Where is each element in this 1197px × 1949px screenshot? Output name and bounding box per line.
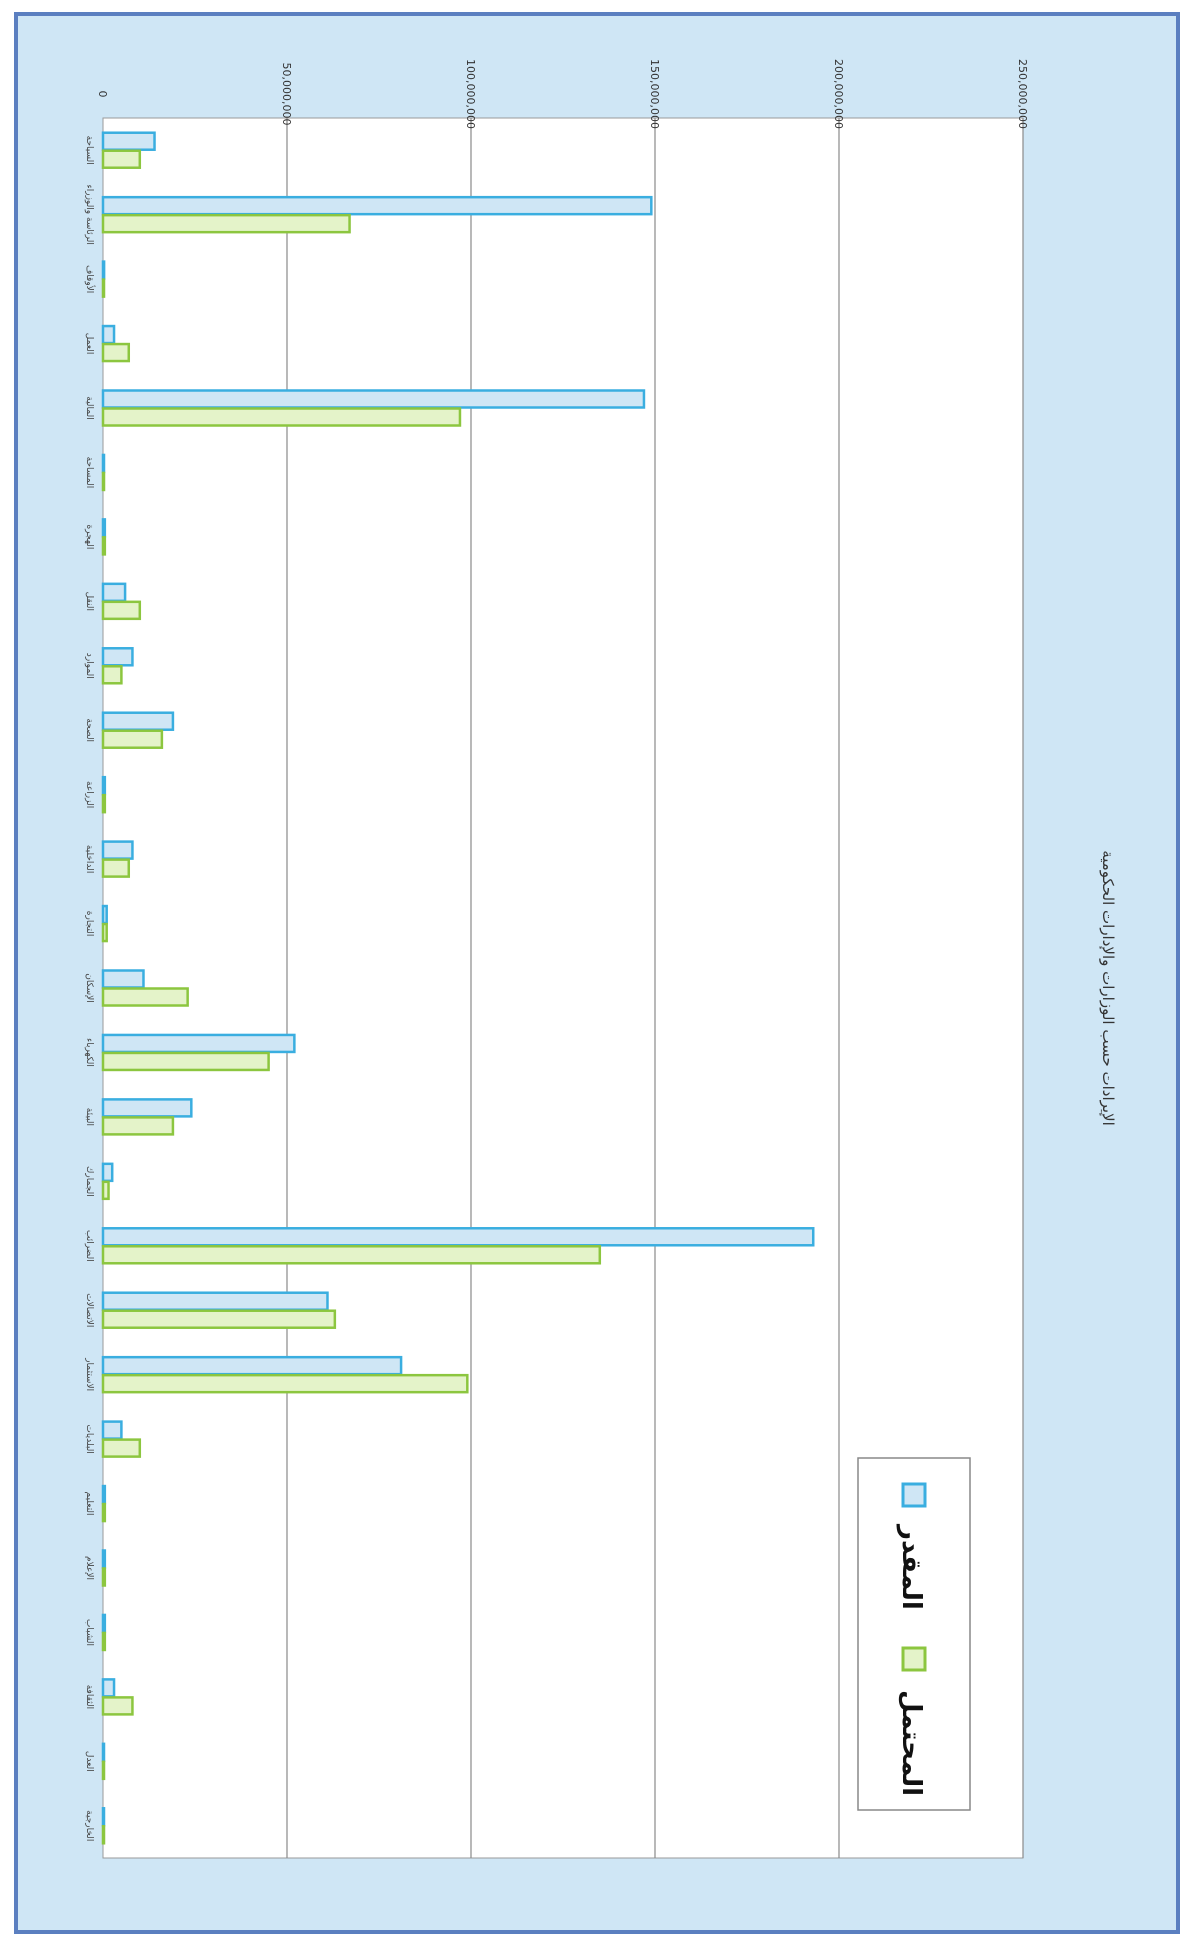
- legend-swatch-probable: [901, 1646, 927, 1672]
- bar-estimated: [101, 1033, 296, 1054]
- category-label: الخارجية: [84, 1810, 94, 1841]
- bar-probable: [101, 793, 107, 814]
- bar-probable: [101, 1245, 602, 1265]
- bar-probable: [101, 729, 164, 749]
- category-label: العمل: [84, 333, 94, 355]
- category-label: الداخلية: [84, 845, 94, 874]
- bar-probable: [101, 1438, 142, 1458]
- category-label: الإسكان: [84, 973, 94, 1003]
- legend-box: [857, 1457, 971, 1811]
- category-axis-labels: السياحة الرئاسة والوزراء الأوقاف العمل المال…: [84, 136, 96, 1842]
- legend-swatch-estimated: [901, 1482, 927, 1508]
- category-label: العدل: [84, 1751, 94, 1772]
- bar-probable: [101, 278, 106, 298]
- bar-probable: [101, 1116, 175, 1136]
- chart-title: الإيرادات حسب الوزارات والإدارات الحكومي…: [1099, 850, 1117, 1126]
- bar-probable: [101, 1825, 106, 1845]
- category-label: الثقافة: [84, 1685, 94, 1709]
- bar-series: [101, 131, 815, 1845]
- category-label: الصحة: [84, 718, 94, 742]
- bar-estimated: [101, 1098, 193, 1118]
- bar-estimated: [101, 647, 134, 667]
- bar-probable: [101, 1051, 270, 1072]
- bar-estimated: [101, 195, 653, 216]
- bar-probable: [101, 1373, 469, 1394]
- bar-estimated: [101, 1742, 106, 1763]
- category-label: الإعلام: [84, 1556, 94, 1580]
- bar-probable: [101, 858, 131, 878]
- value-axis-ticks: 0 50,000,000 100,000,000 150,000,000 200,000…: [96, 59, 1029, 129]
- bar-probable: [101, 407, 462, 427]
- category-label: الزراعة: [84, 781, 94, 808]
- category-label: الشباب: [84, 1619, 94, 1646]
- bar-estimated: [101, 969, 145, 989]
- bar-estimated: [101, 1355, 403, 1376]
- bar-estimated: [101, 1420, 123, 1440]
- bar-estimated: [101, 1227, 815, 1247]
- bar-probable: [101, 1180, 110, 1201]
- category-label: المالية: [84, 396, 94, 419]
- bar-estimated: [101, 582, 127, 603]
- bar-probable: [101, 1760, 106, 1781]
- category-label: النقل: [84, 592, 94, 611]
- category-label: الرئاسة والوزراء: [84, 184, 94, 244]
- value-tick-label: 200,000,000: [832, 59, 845, 129]
- bar-probable: [101, 922, 108, 943]
- category-label: الكهرباء: [84, 1038, 94, 1067]
- bar-probable: [101, 1696, 134, 1716]
- bar-probable: [101, 1309, 337, 1329]
- bar-probable: [101, 1502, 107, 1523]
- category-label: التجارة: [84, 911, 94, 937]
- bar-estimated: [101, 260, 106, 280]
- category-label: البيئة: [84, 1108, 94, 1126]
- category-label: السياحة: [84, 136, 94, 165]
- bar-probable: [101, 471, 106, 492]
- bar-probable: [101, 987, 189, 1007]
- bar-probable: [101, 342, 131, 363]
- category-label: الجمارك: [84, 1166, 94, 1197]
- bar-estimated: [101, 1613, 107, 1634]
- bar-probable: [101, 1567, 107, 1587]
- bar-estimated: [101, 453, 106, 474]
- value-tick-label: 0: [96, 91, 109, 98]
- bar-estimated: [101, 1162, 114, 1183]
- category-label: الاستثمار: [84, 1357, 94, 1391]
- bar-probable: [101, 149, 142, 169]
- bar-estimated: [101, 518, 107, 538]
- bar-estimated: [101, 1678, 116, 1698]
- bar-probable: [101, 1631, 107, 1652]
- legend: المقدر المحتمل: [857, 1457, 971, 1811]
- legend-label-estimated: المقدر: [896, 1523, 926, 1610]
- bar-estimated: [101, 840, 134, 860]
- value-tick-label: 50,000,000: [280, 63, 293, 126]
- category-label: البلديات: [84, 1424, 94, 1453]
- category-label: الضرائب: [84, 1230, 94, 1262]
- bar-estimated: [101, 1549, 107, 1569]
- bar-estimated: [101, 904, 108, 925]
- value-tick-label: 250,000,000: [1016, 59, 1029, 129]
- value-tick-label: 100,000,000: [464, 59, 477, 129]
- bar-estimated: [101, 131, 156, 151]
- bar-estimated: [101, 1291, 329, 1311]
- value-tick-label: 150,000,000: [648, 59, 661, 129]
- bar-estimated: [101, 1484, 107, 1505]
- bar-estimated: [101, 324, 116, 345]
- category-label: الاتصالات: [84, 1293, 94, 1327]
- bar-probable: [101, 665, 123, 685]
- bar-estimated: [101, 775, 107, 796]
- category-label: الهجرة: [84, 524, 94, 549]
- category-label: المساحة: [84, 457, 94, 489]
- legend-label-probable: المحتمل: [896, 1690, 926, 1796]
- category-label: الموارد: [84, 653, 94, 679]
- bar-estimated: [101, 389, 646, 409]
- bar-probable: [101, 600, 142, 621]
- bar-estimated: [101, 1807, 106, 1827]
- bar-probable: [101, 536, 107, 556]
- bar-probable: [101, 213, 351, 234]
- category-label: التعليم: [84, 1492, 94, 1516]
- bar-estimated: [101, 711, 175, 731]
- category-label: الأوقاف: [84, 265, 96, 293]
